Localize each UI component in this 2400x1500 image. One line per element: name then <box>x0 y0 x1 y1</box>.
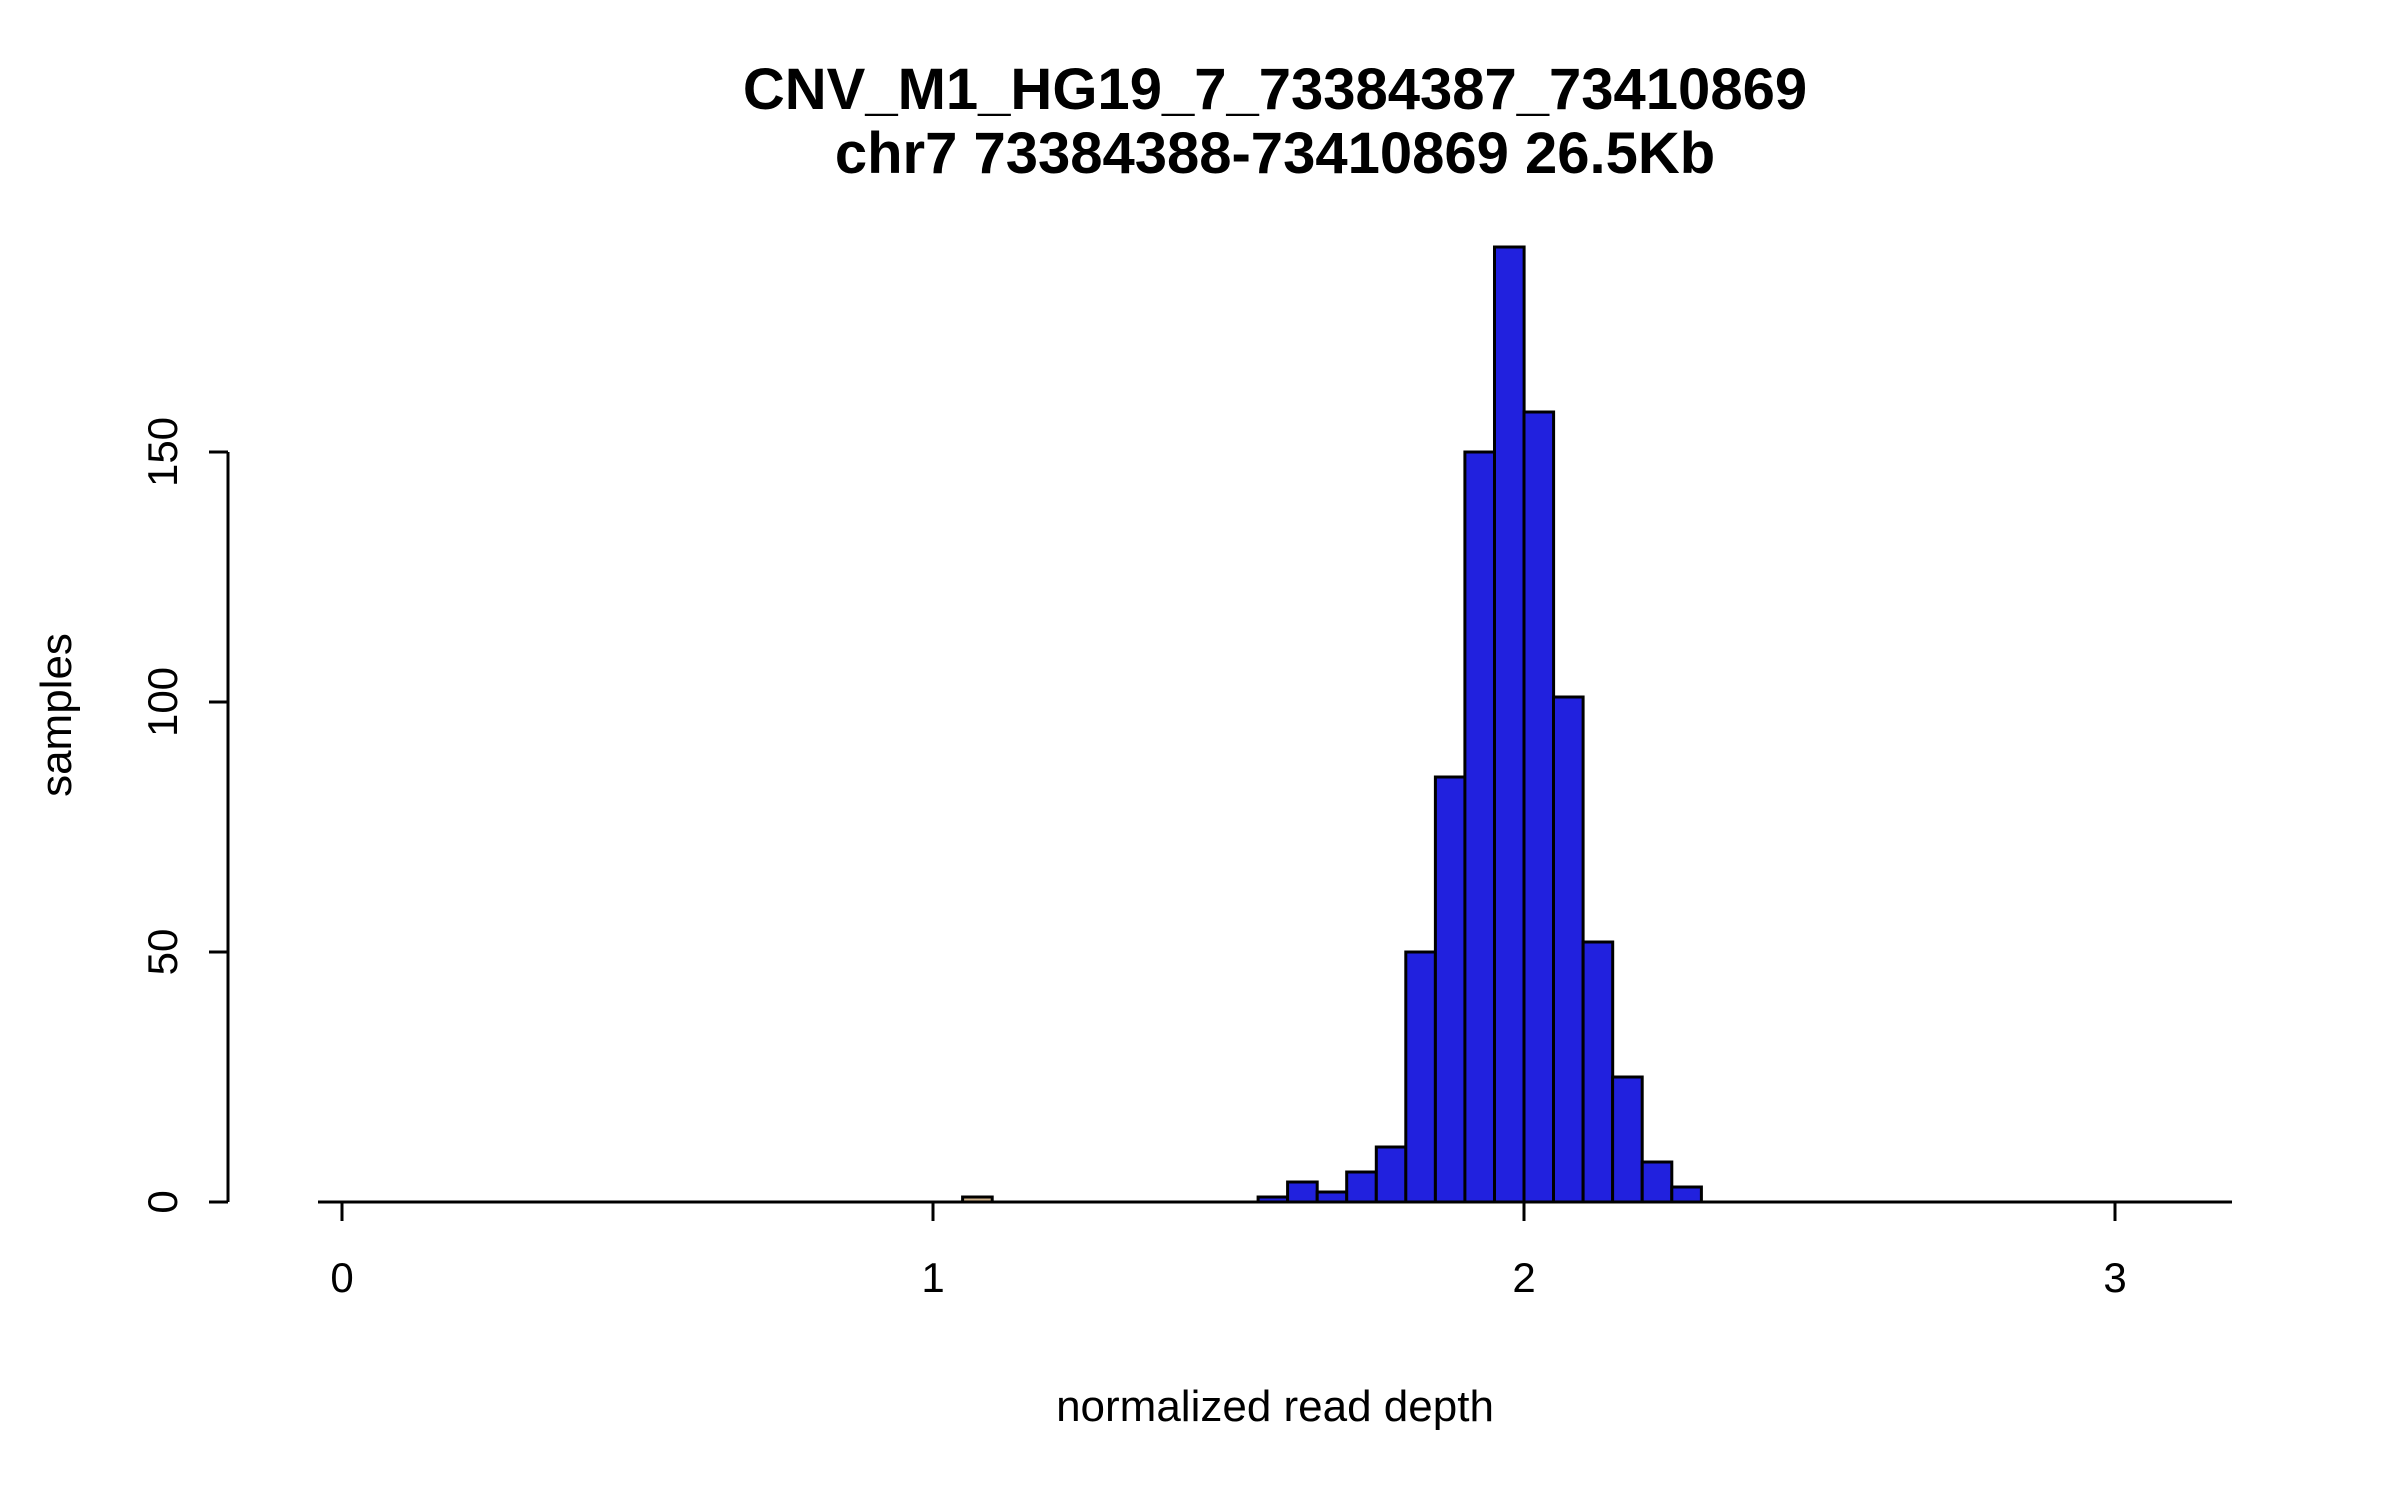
histogram-bar <box>1670 1185 1703 1204</box>
y-tick-label: 150 <box>139 417 186 487</box>
y-tick-label: 100 <box>139 667 186 737</box>
histogram-bar <box>1286 1180 1319 1204</box>
x-tick-label: 3 <box>2103 1254 2126 1301</box>
histogram-bar <box>1345 1170 1378 1204</box>
chart-title-block: CNV_M1_HG19_7_73384387_73410869 chr7 733… <box>318 58 2232 186</box>
y-tick-label: 0 <box>139 1190 186 1213</box>
chart-title: CNV_M1_HG19_7_73384387_73410869 <box>742 57 1808 122</box>
histogram-bar <box>1552 695 1585 1204</box>
histogram-bar <box>1522 410 1556 1204</box>
histogram-bar <box>1433 775 1467 1204</box>
x-tick-label: 1 <box>921 1254 944 1301</box>
histogram-bar <box>1493 245 1526 1204</box>
chart-subtitle: chr7 73384388-73410869 26.5Kb <box>834 121 1716 186</box>
histogram-bar <box>1404 950 1437 1204</box>
x-tick-label: 0 <box>330 1254 353 1301</box>
histogram-bar <box>1581 940 1615 1204</box>
histogram-bar <box>1611 1075 1644 1204</box>
x-tick-label: 2 <box>1512 1254 1535 1301</box>
histogram-bar <box>1374 1145 1408 1204</box>
x-axis-label: normalized read depth <box>1056 1382 1494 1431</box>
histogram-bar <box>1463 450 1497 1204</box>
histogram-bar <box>1640 1160 1674 1204</box>
y-tick-label: 50 <box>139 929 186 976</box>
